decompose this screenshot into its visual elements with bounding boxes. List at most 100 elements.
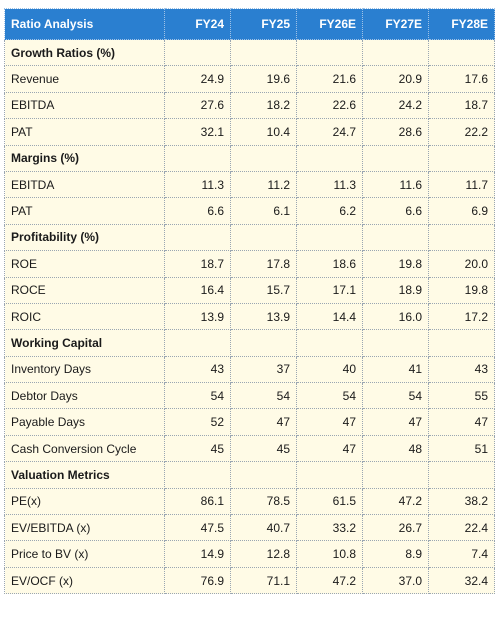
section-row: Growth Ratios (%)	[4, 38, 495, 67]
value-cell: 17.2	[428, 302, 495, 331]
value-cell: 13.9	[164, 302, 231, 331]
empty-cell	[230, 38, 297, 67]
row-label: ROIC	[4, 302, 165, 331]
row-label: Payable Days	[4, 408, 165, 436]
value-cell: 11.3	[164, 170, 231, 199]
value-cell: 45	[164, 434, 231, 463]
table-row: EV/EBITDA (x) 47.5 40.7 33.2 26.7 22.4	[4, 514, 495, 542]
value-cell: 22.6	[296, 91, 363, 120]
value-cell: 21.6	[296, 65, 363, 93]
value-cell: 37.0	[362, 566, 429, 595]
value-cell: 17.1	[296, 276, 363, 304]
row-label: PAT	[4, 197, 165, 225]
section-heading: Growth Ratios (%)	[4, 38, 165, 67]
table-body: Growth Ratios (%) Revenue 24.9 19.6 21.6 20.9…	[4, 38, 495, 595]
empty-cell	[296, 144, 363, 172]
row-label: EV/OCF (x)	[4, 566, 165, 595]
value-cell: 24.2	[362, 91, 429, 120]
value-cell: 32.4	[428, 566, 495, 595]
row-label: Revenue	[4, 65, 165, 93]
value-cell: 78.5	[230, 487, 297, 516]
value-cell: 11.3	[296, 170, 363, 199]
value-cell: 8.9	[362, 540, 429, 568]
empty-cell	[362, 38, 429, 67]
empty-cell	[296, 329, 363, 357]
empty-cell	[428, 38, 495, 67]
value-cell: 6.2	[296, 197, 363, 225]
value-cell: 12.8	[230, 540, 297, 568]
value-cell: 18.7	[164, 250, 231, 278]
value-cell: 54	[296, 382, 363, 410]
value-cell: 17.8	[230, 250, 297, 278]
value-cell: 6.9	[428, 197, 495, 225]
value-cell: 18.9	[362, 276, 429, 304]
section-row: Working Capital	[4, 329, 495, 357]
table-row: Revenue 24.9 19.6 21.6 20.9 17.6	[4, 65, 495, 93]
empty-cell	[362, 144, 429, 172]
value-cell: 45	[230, 434, 297, 463]
table-row: Debtor Days 54 54 54 54 55	[4, 382, 495, 410]
value-cell: 54	[230, 382, 297, 410]
empty-cell	[164, 144, 231, 172]
value-cell: 47.5	[164, 514, 231, 542]
value-cell: 22.2	[428, 118, 495, 146]
table-row: Payable Days 52 47 47 47 47	[4, 408, 495, 436]
value-cell: 28.6	[362, 118, 429, 146]
empty-cell	[296, 461, 363, 489]
value-cell: 14.4	[296, 302, 363, 331]
value-cell: 47.2	[362, 487, 429, 516]
row-label: ROCE	[4, 276, 165, 304]
table-row: EBITDA 11.3 11.2 11.3 11.6 11.7	[4, 170, 495, 199]
empty-cell	[296, 223, 363, 252]
row-label: EBITDA	[4, 91, 165, 120]
table-row: ROCE 16.4 15.7 17.1 18.9 19.8	[4, 276, 495, 304]
value-cell: 51	[428, 434, 495, 463]
value-cell: 61.5	[296, 487, 363, 516]
row-label: Cash Conversion Cycle	[4, 434, 165, 463]
value-cell: 86.1	[164, 487, 231, 516]
row-label: ROE	[4, 250, 165, 278]
row-label: EBITDA	[4, 170, 165, 199]
value-cell: 11.2	[230, 170, 297, 199]
value-cell: 10.8	[296, 540, 363, 568]
value-cell: 55	[428, 382, 495, 410]
value-cell: 11.6	[362, 170, 429, 199]
table-header: Ratio Analysis FY24 FY25 FY26E FY27E FY28E	[4, 8, 495, 40]
row-label: PE(x)	[4, 487, 165, 516]
value-cell: 6.1	[230, 197, 297, 225]
value-cell: 54	[164, 382, 231, 410]
section-heading: Margins (%)	[4, 144, 165, 172]
value-cell: 18.7	[428, 91, 495, 120]
empty-cell	[362, 223, 429, 252]
header-year: FY27E	[362, 8, 429, 40]
value-cell: 14.9	[164, 540, 231, 568]
header-title: Ratio Analysis	[4, 8, 165, 40]
header-row: Ratio Analysis FY24 FY25 FY26E FY27E FY28E	[4, 8, 495, 40]
empty-cell	[164, 38, 231, 67]
value-cell: 43	[428, 355, 495, 384]
value-cell: 37	[230, 355, 297, 384]
table-row: PE(x) 86.1 78.5 61.5 47.2 38.2	[4, 487, 495, 516]
empty-cell	[230, 329, 297, 357]
value-cell: 13.9	[230, 302, 297, 331]
table-row: Inventory Days 43 37 40 41 43	[4, 355, 495, 384]
value-cell: 54	[362, 382, 429, 410]
header-year: FY25	[230, 8, 297, 40]
value-cell: 6.6	[362, 197, 429, 225]
value-cell: 10.4	[230, 118, 297, 146]
empty-cell	[428, 461, 495, 489]
value-cell: 19.8	[428, 276, 495, 304]
value-cell: 20.0	[428, 250, 495, 278]
value-cell: 27.6	[164, 91, 231, 120]
value-cell: 43	[164, 355, 231, 384]
table-row: PAT 6.6 6.1 6.2 6.6 6.9	[4, 197, 495, 225]
value-cell: 16.0	[362, 302, 429, 331]
ratio-analysis-table-container: Ratio Analysis FY24 FY25 FY26E FY27E FY28E Gr…	[4, 8, 495, 595]
value-cell: 16.4	[164, 276, 231, 304]
value-cell: 11.7	[428, 170, 495, 199]
value-cell: 20.9	[362, 65, 429, 93]
empty-cell	[428, 329, 495, 357]
section-row: Margins (%)	[4, 144, 495, 172]
value-cell: 47	[296, 434, 363, 463]
value-cell: 47	[428, 408, 495, 436]
